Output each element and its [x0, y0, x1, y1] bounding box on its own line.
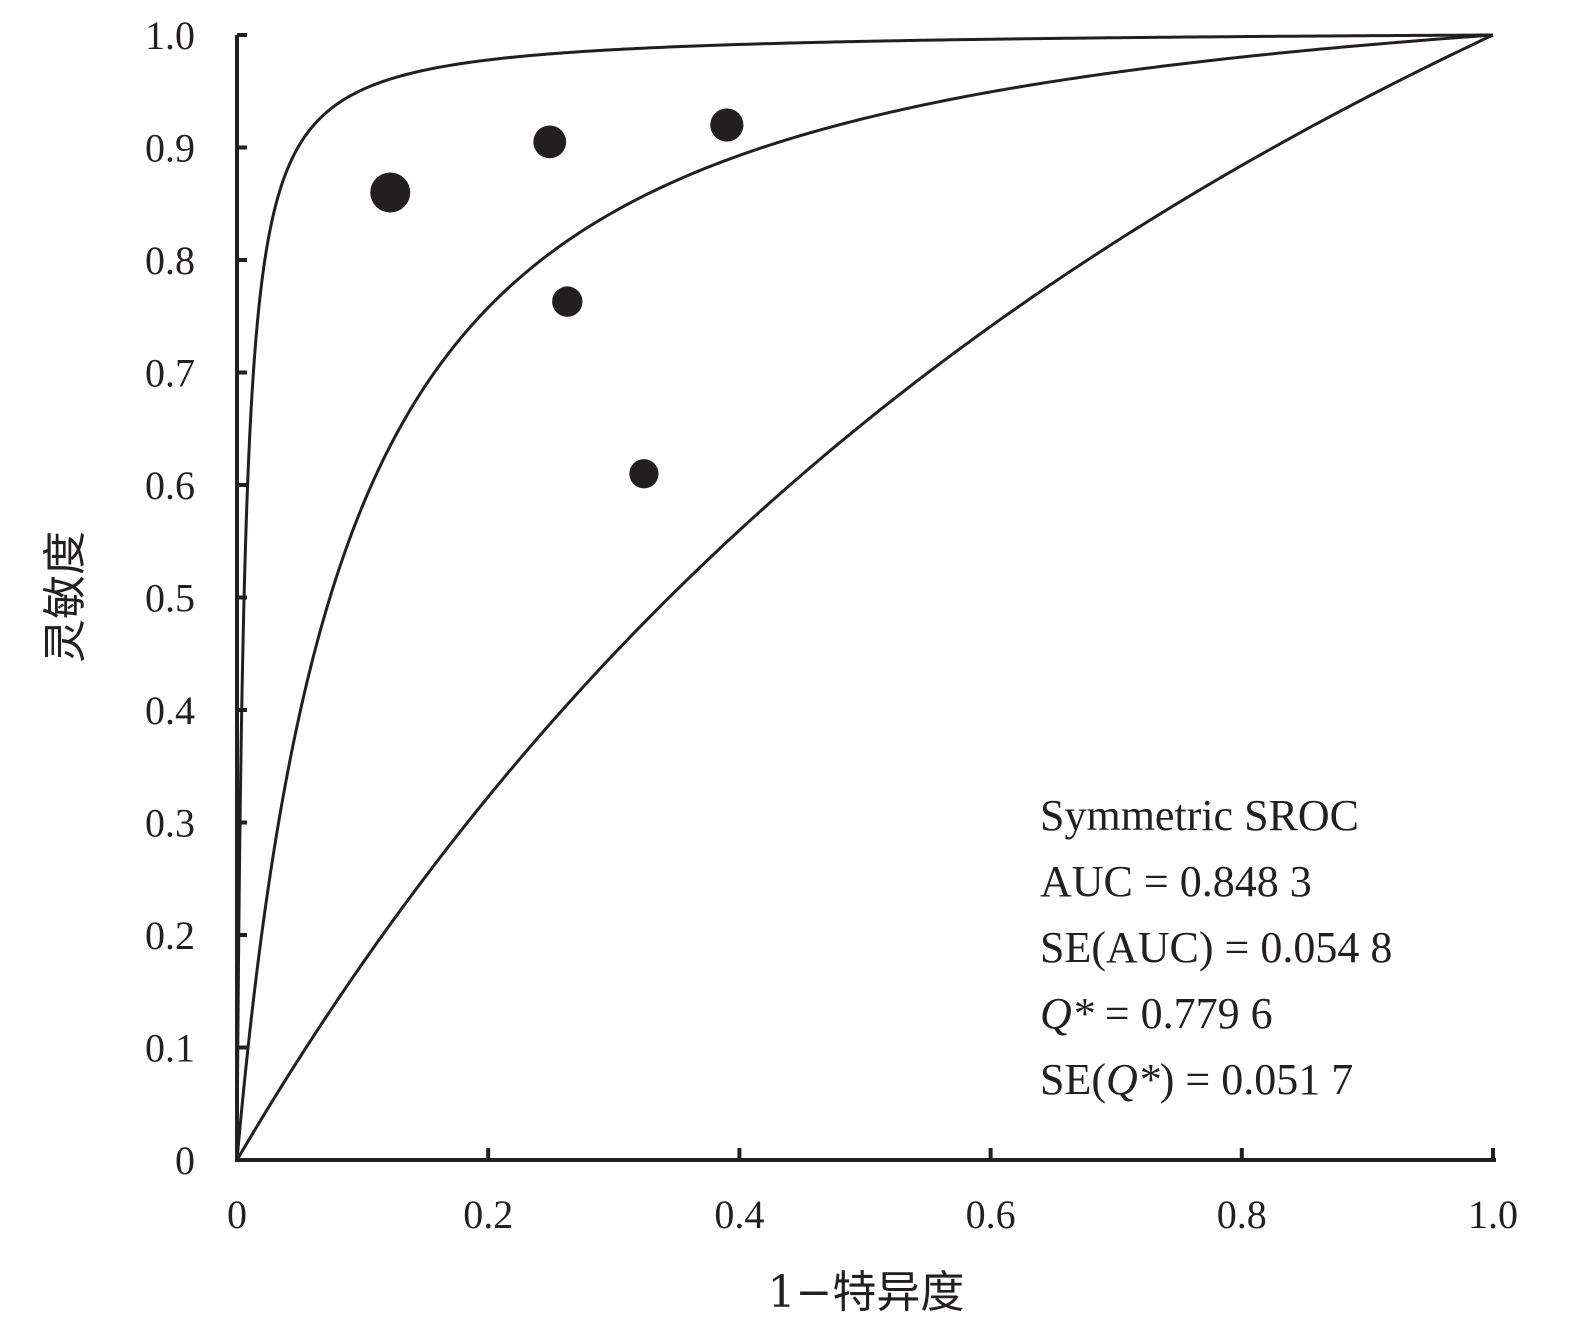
- study-point-3: [552, 286, 583, 317]
- q-star-value: = 0.779 6: [1094, 989, 1273, 1038]
- sroc-curve-1: [235, 33, 1494, 1160]
- stat-line-title: Symmetric SROC: [1040, 791, 1359, 840]
- y-tick-label: 0.9: [145, 126, 195, 171]
- study-point-4: [629, 459, 659, 489]
- summary-statistics: Symmetric SROC AUC = 0.848 3 SE(AUC) = 0…: [1040, 791, 1392, 1104]
- sroc-curves: [235, 33, 1494, 1162]
- axes: [235, 35, 1496, 1162]
- x-axis-title: 1−特异度: [768, 1267, 965, 1318]
- y-tick-label: 0.1: [145, 1026, 195, 1071]
- se-q-value: ) = 0.051 7: [1160, 1055, 1353, 1104]
- y-tick-label: 0.2: [145, 913, 195, 958]
- y-tick-label: 0.6: [145, 463, 195, 508]
- stat-line-q: Q* = 0.779 6: [1040, 989, 1273, 1038]
- q-star-symbol: Q*: [1040, 989, 1094, 1038]
- x-tick-label: 1.0: [1468, 1192, 1518, 1237]
- study-point-2: [710, 108, 744, 142]
- x-tick-label: 0: [227, 1192, 247, 1237]
- study-point-1: [533, 125, 567, 159]
- se-q-prefix: SE(: [1040, 1055, 1106, 1104]
- y-tick-label: 0.4: [145, 688, 195, 733]
- sroc-curve-0: [235, 33, 1494, 1161]
- x-ticks: 0 0.2 0.4 0.6 0.8 1.0: [227, 1148, 1518, 1237]
- y-tick-label: 0.5: [145, 576, 195, 621]
- y-ticks: 0 0.1 0.2 0.3 0.4 0.5 0.6 0.7 0.8 0.9 1.0: [145, 13, 247, 1183]
- stat-line-se-q: SE(Q*) = 0.051 7: [1040, 1055, 1353, 1104]
- x-tick-label: 0.4: [714, 1192, 764, 1237]
- y-tick-label: 0.3: [145, 801, 195, 846]
- x-tick-label: 0.2: [463, 1192, 513, 1237]
- study-points: [370, 108, 744, 489]
- sroc-curve-2: [235, 33, 1494, 1162]
- y-axis-title: 灵敏度: [40, 531, 91, 663]
- y-tick-label: 0: [175, 1138, 195, 1183]
- y-tick-label: 1.0: [145, 13, 195, 58]
- stat-line-se-auc: SE(AUC) = 0.054 8: [1040, 923, 1392, 972]
- x-tick-label: 0.6: [966, 1192, 1016, 1237]
- y-tick-label: 0.7: [145, 351, 195, 396]
- se-q-symbol: Q*: [1106, 1055, 1160, 1104]
- stat-line-auc: AUC = 0.848 3: [1040, 857, 1312, 906]
- study-point-0: [370, 172, 411, 213]
- y-tick-label: 0.8: [145, 238, 195, 283]
- x-tick-label: 0.8: [1217, 1192, 1267, 1237]
